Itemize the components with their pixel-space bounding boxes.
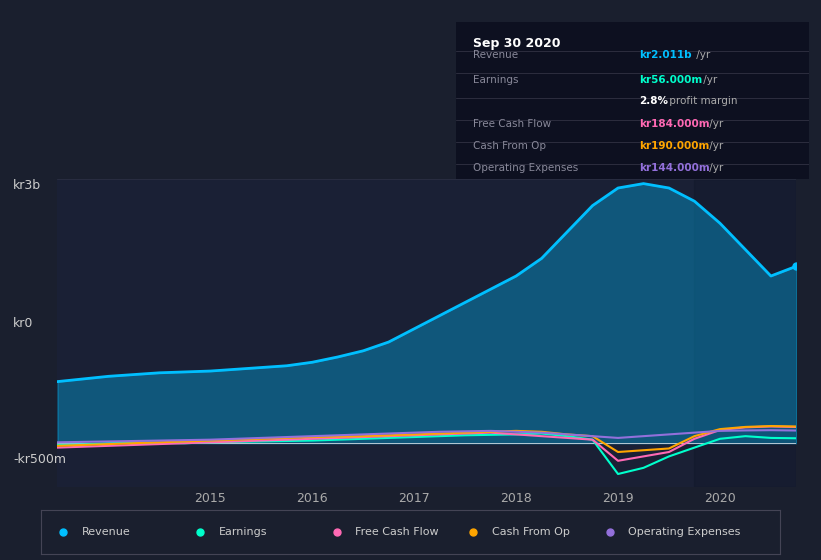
Text: kr56.000m: kr56.000m (640, 75, 703, 85)
Text: kr0: kr0 (13, 318, 34, 330)
Text: /yr: /yr (706, 119, 723, 129)
Text: kr144.000m: kr144.000m (640, 163, 710, 173)
Text: /yr: /yr (693, 50, 710, 60)
Text: Free Cash Flow: Free Cash Flow (355, 527, 438, 537)
Text: kr2.011b: kr2.011b (640, 50, 692, 60)
Text: Free Cash Flow: Free Cash Flow (474, 119, 552, 129)
Text: kr3b: kr3b (13, 179, 41, 192)
Text: Operating Expenses: Operating Expenses (474, 163, 579, 173)
Text: kr184.000m: kr184.000m (640, 119, 710, 129)
Text: Earnings: Earnings (218, 527, 267, 537)
Text: -kr500m: -kr500m (13, 453, 67, 466)
Text: Earnings: Earnings (474, 75, 519, 85)
Text: profit margin: profit margin (666, 96, 737, 105)
Text: Revenue: Revenue (474, 50, 518, 60)
Text: Cash From Op: Cash From Op (474, 141, 546, 151)
Text: /yr: /yr (706, 163, 723, 173)
Text: Operating Expenses: Operating Expenses (629, 527, 741, 537)
Text: 2.8%: 2.8% (640, 96, 668, 105)
Bar (695, 179, 796, 487)
Text: /yr: /yr (699, 75, 717, 85)
Text: Sep 30 2020: Sep 30 2020 (474, 36, 561, 49)
Text: kr190.000m: kr190.000m (640, 141, 709, 151)
Text: Revenue: Revenue (82, 527, 131, 537)
Text: /yr: /yr (706, 141, 723, 151)
Text: Cash From Op: Cash From Op (492, 527, 570, 537)
